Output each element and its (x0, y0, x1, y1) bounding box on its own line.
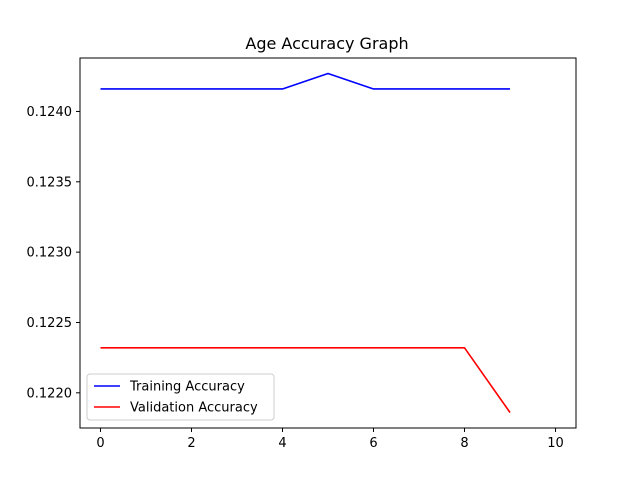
y-axis-ticks: 0.1220 0.1225 0.1230 0.1235 0.1240 (27, 105, 80, 401)
y-tick-label: 0.1230 (27, 246, 73, 261)
plot-frame (79, 57, 577, 429)
chart-title: Age Accuracy Graph (245, 34, 408, 53)
series-lines (100, 72, 511, 413)
plot-area (80, 58, 576, 428)
x-tick-label: 10 (547, 436, 564, 451)
x-axis-ticks: 0 2 4 6 8 10 (96, 428, 564, 451)
y-tick-label: 0.1220 (27, 386, 73, 401)
legend-label: Training Accuracy (129, 380, 245, 395)
x-tick-label: 4 (278, 436, 286, 451)
x-tick-label: 0 (96, 436, 104, 451)
x-tick-label: 2 (187, 436, 195, 451)
x-tick-label: 6 (369, 436, 377, 451)
legend-box (86, 373, 275, 421)
x-tick-label: 8 (460, 436, 468, 451)
series-line-validation-accuracy (100, 347, 511, 413)
y-tick-label: 0.1240 (27, 105, 73, 120)
y-tick-label: 0.1225 (27, 316, 73, 331)
y-tick-label: 0.1235 (27, 175, 73, 190)
legend-label: Validation Accuracy (130, 401, 258, 416)
legend: Training Accuracy Validation Accuracy (86, 373, 275, 421)
series-line-training-accuracy (100, 72, 511, 90)
